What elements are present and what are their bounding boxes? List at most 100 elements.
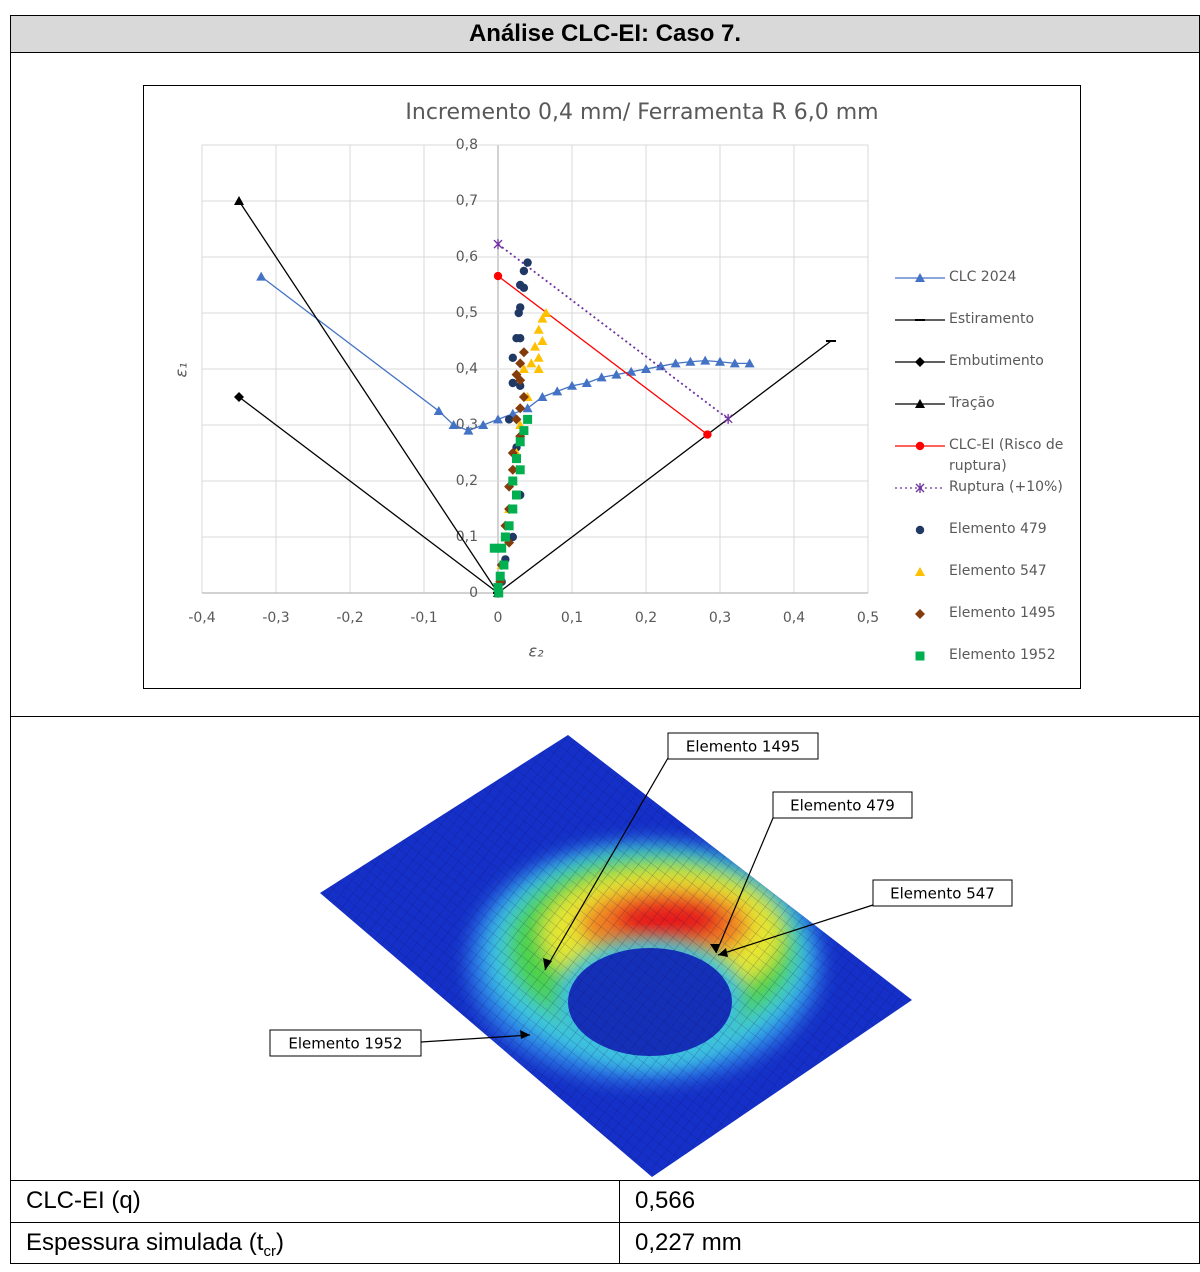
marker <box>463 425 474 435</box>
legend-swatch <box>915 525 925 535</box>
marker <box>915 441 925 451</box>
marker <box>507 464 518 475</box>
legend-item: CLC-EI (Risco de ruptura) <box>893 431 1077 477</box>
chart-title: Incremento 0,4 mm/ Ferramenta R 6,0 mm <box>405 100 878 125</box>
marker <box>504 415 514 424</box>
marker <box>497 543 507 553</box>
marker <box>518 347 529 358</box>
marker <box>700 355 711 365</box>
series-line <box>238 396 499 594</box>
marker <box>518 392 529 402</box>
y-tick-label: 0,2 <box>456 473 478 489</box>
marker <box>530 341 540 351</box>
callout-label: Elemento 479 <box>790 797 895 815</box>
marker <box>516 381 525 390</box>
marker <box>729 358 740 368</box>
marker <box>493 414 503 424</box>
marker <box>508 378 517 388</box>
marker <box>915 525 925 535</box>
x-tick-label: 0 <box>494 610 503 626</box>
marker <box>448 420 459 429</box>
legend-swatch <box>895 319 945 321</box>
subscript: cr <box>263 1242 276 1260</box>
marker <box>500 532 510 542</box>
marker <box>522 403 533 413</box>
legend-swatch <box>915 567 925 576</box>
cell-text: ) <box>275 1229 284 1256</box>
legend-swatch <box>895 399 945 408</box>
marker <box>541 308 552 317</box>
table-cell: Espessura simulada (tcr) <box>10 1222 620 1264</box>
callout-box <box>269 1029 422 1057</box>
table-cell: 0,227 mm <box>619 1222 1200 1264</box>
legend-swatch <box>895 273 945 282</box>
marker <box>915 567 925 576</box>
legend-item: Ruptura (+10%) <box>893 473 1077 503</box>
x-axis-label: ε₂ <box>528 642 544 661</box>
marker <box>493 239 503 250</box>
y-tick-label: 0,6 <box>456 249 478 265</box>
y-tick-label: 0,8 <box>456 137 478 153</box>
y-tick-label: 0,4 <box>456 361 478 377</box>
legend-item: Estiramento <box>893 305 1077 335</box>
callout-label: Elemento 1495 <box>686 738 800 756</box>
legend-label: Elemento 1952 <box>949 647 1056 663</box>
marker <box>514 308 523 318</box>
marker <box>552 386 563 396</box>
marker <box>915 651 925 661</box>
marker <box>519 283 529 292</box>
marker <box>433 406 444 415</box>
marker <box>715 356 725 366</box>
bowl <box>320 735 912 1177</box>
marker <box>515 358 526 369</box>
series-line <box>497 243 729 420</box>
marker <box>234 392 244 402</box>
marker <box>511 414 522 425</box>
marker <box>519 426 529 436</box>
marker <box>518 364 529 373</box>
marker <box>499 560 509 570</box>
marker <box>523 414 533 424</box>
marker <box>626 366 637 376</box>
marker <box>596 372 607 382</box>
marker <box>478 420 489 429</box>
cell-text: Espessura simulada (t <box>26 1229 264 1256</box>
marker <box>723 413 733 424</box>
marker <box>533 352 544 362</box>
marker <box>523 258 532 267</box>
marker <box>537 336 548 345</box>
legend-item: Tração <box>893 389 1077 419</box>
chart: Incremento 0,4 mm/ Ferramenta R 6,0 mm ε… <box>172 100 880 661</box>
marker <box>519 266 529 276</box>
callout-box <box>772 791 913 819</box>
simulation-figure: Elemento 1495 Elemento 479 Elemento 547 Ele… <box>269 732 1013 1177</box>
x-tick-label: 0,4 <box>783 610 805 626</box>
marker <box>533 324 544 334</box>
legend-item: CLC 2024 <box>893 263 1077 293</box>
chart-frame <box>143 85 1081 689</box>
series-line <box>497 340 832 594</box>
y-tick-label: 0,1 <box>456 529 478 545</box>
marker <box>515 465 525 475</box>
marker <box>508 476 518 486</box>
legend-label: Estiramento <box>949 311 1035 327</box>
marker <box>515 437 525 447</box>
marker <box>508 353 517 362</box>
x-tick-label: -0,2 <box>336 610 363 626</box>
callout-box <box>667 732 819 760</box>
table-header: Análise CLC-EI: Caso 7. <box>10 15 1200 53</box>
legend-label: Elemento 547 <box>949 563 1047 579</box>
table-cell: 0,566 <box>619 1180 1200 1223</box>
marker <box>611 369 622 379</box>
legend-label: CLC-EI (Risco de ruptura) <box>949 437 1064 474</box>
marker <box>537 392 548 401</box>
marker <box>915 273 925 282</box>
marker <box>494 588 504 598</box>
x-tick-label: 0,1 <box>561 610 583 626</box>
legend-swatch <box>895 441 945 451</box>
marker <box>915 399 925 408</box>
x-tick-label: 0,3 <box>709 610 731 626</box>
marker <box>641 364 651 373</box>
legend-label: CLC 2024 <box>949 269 1017 285</box>
